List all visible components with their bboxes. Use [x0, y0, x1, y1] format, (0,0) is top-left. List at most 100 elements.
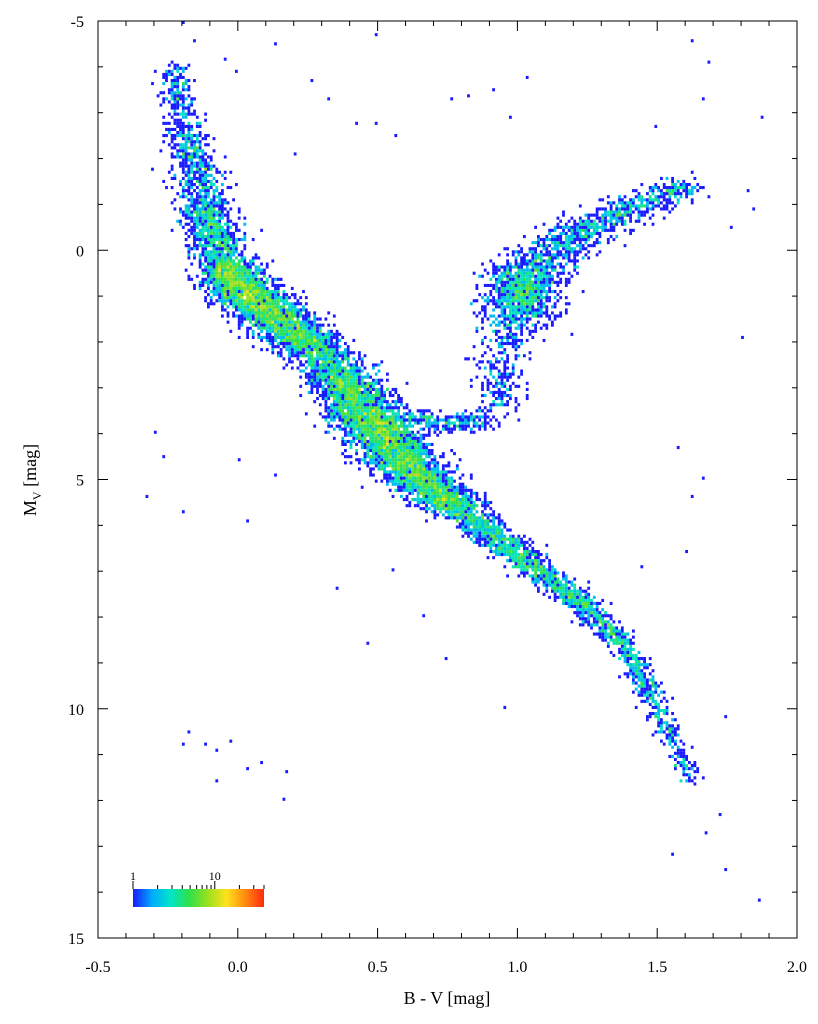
- density-point: [559, 231, 563, 235]
- density-point: [545, 556, 549, 560]
- density-point: [643, 666, 646, 670]
- density-point: [355, 406, 358, 410]
- density-point: [671, 189, 674, 193]
- density-point: [531, 323, 535, 327]
- density-point: [369, 412, 372, 416]
- density-point: [380, 403, 384, 407]
- density-point: [441, 476, 445, 480]
- density-point: [165, 69, 168, 73]
- density-point: [676, 733, 680, 737]
- density-point: [400, 476, 403, 480]
- density-point: [355, 403, 358, 407]
- density-point: [469, 516, 473, 520]
- density-point: [606, 620, 610, 624]
- density-point: [358, 381, 361, 385]
- density-point: [517, 302, 521, 306]
- density-point: [251, 329, 255, 333]
- density-point: [388, 433, 392, 437]
- density-point: [383, 397, 386, 401]
- density-point: [173, 97, 177, 101]
- density-point: [472, 501, 476, 505]
- density-point: [209, 228, 213, 232]
- density-point: [338, 427, 342, 431]
- density-point: [369, 384, 372, 388]
- density-point: [651, 201, 655, 205]
- density-point: [665, 736, 669, 740]
- density-point: [397, 424, 400, 428]
- density-point: [271, 320, 275, 324]
- density-point: [369, 473, 372, 477]
- density-point: [570, 274, 574, 278]
- density-point: [458, 498, 462, 502]
- density-point: [201, 207, 205, 211]
- density-point: [517, 271, 521, 275]
- density-point: [556, 241, 560, 245]
- density-point: [495, 516, 498, 520]
- density-point: [363, 394, 367, 398]
- density-point: [475, 525, 479, 529]
- density-point: [260, 293, 263, 297]
- density-point: [637, 216, 641, 220]
- density-point: [531, 274, 535, 278]
- density-point: [268, 314, 272, 318]
- density-point: [377, 467, 381, 471]
- density-point: [531, 550, 535, 554]
- density-point: [229, 277, 233, 281]
- density-point: [179, 146, 182, 150]
- density-point: [193, 146, 196, 150]
- density-point: [472, 491, 476, 495]
- density-point: [358, 375, 361, 379]
- density-point: [377, 449, 381, 453]
- density-point: [492, 302, 495, 306]
- density-point: [450, 449, 454, 453]
- density-point: [405, 470, 409, 474]
- density-point: [486, 409, 490, 413]
- density-point: [413, 442, 417, 446]
- density-point: [455, 504, 459, 508]
- density-point: [464, 409, 468, 413]
- density-point: [324, 418, 328, 422]
- density-point: [654, 730, 658, 734]
- density-point: [648, 696, 652, 700]
- density-point: [511, 550, 515, 554]
- density-point: [506, 550, 509, 554]
- density-point: [539, 256, 543, 260]
- density-point: [464, 494, 468, 498]
- density-point: [176, 124, 180, 128]
- density-point: [212, 201, 216, 205]
- density-point: [251, 332, 255, 336]
- density-point: [344, 342, 347, 346]
- density-point: [553, 296, 557, 300]
- density-point: [626, 638, 630, 642]
- density-point: [223, 235, 227, 239]
- density-point: [523, 235, 526, 239]
- density-point: [427, 409, 431, 413]
- density-point: [321, 375, 325, 379]
- density-point: [181, 149, 185, 153]
- density-point: [576, 231, 579, 235]
- density-point: [439, 501, 442, 505]
- density-point: [455, 464, 459, 468]
- density-point: [671, 207, 674, 211]
- density-point: [397, 455, 400, 459]
- density-point: [413, 449, 417, 453]
- density-point: [223, 299, 227, 303]
- density-point: [243, 280, 247, 284]
- density-point: [651, 207, 655, 211]
- density-point: [193, 134, 196, 138]
- density-point: [226, 293, 230, 297]
- density-point: [506, 271, 509, 275]
- density-point: [553, 314, 557, 318]
- density-point: [509, 559, 512, 563]
- density-point: [475, 531, 479, 535]
- density-point: [506, 265, 509, 269]
- density-point: [181, 106, 185, 110]
- density-point: [651, 693, 655, 697]
- density-point: [601, 216, 605, 220]
- density-point: [598, 250, 602, 254]
- density-point: [657, 195, 660, 199]
- density-point: [528, 556, 532, 560]
- density-point: [637, 207, 641, 211]
- density-point: [637, 669, 641, 673]
- density-point: [511, 250, 515, 254]
